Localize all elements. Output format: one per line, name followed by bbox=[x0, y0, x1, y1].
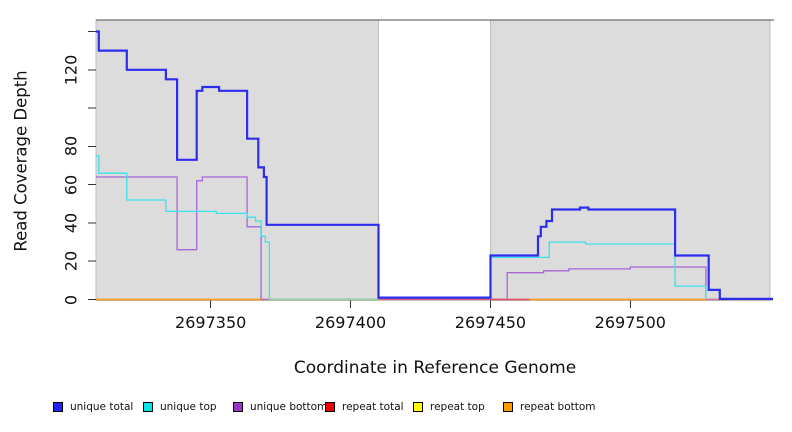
legend-item-repeat-bottom: repeat bottom bbox=[503, 396, 596, 418]
series-unique-total bbox=[96, 30, 773, 300]
legend-swatch-unique-top bbox=[143, 402, 153, 412]
legend-swatch-repeat-bottom bbox=[503, 402, 513, 412]
y-tick-label: 80 bbox=[61, 136, 81, 157]
highlight-region-1 bbox=[95, 19, 380, 301]
legend-item-unique-top: unique top bbox=[143, 396, 217, 418]
legend-label: unique top bbox=[160, 401, 217, 413]
legend-swatch-repeat-top bbox=[413, 402, 423, 412]
legend: unique total unique top unique bottom repea… bbox=[0, 396, 792, 422]
series-unique-top bbox=[96, 155, 773, 301]
legend-swatch-repeat-total bbox=[325, 402, 335, 412]
y-tick-label: 120 bbox=[61, 54, 81, 86]
legend-item-repeat-total: repeat total bbox=[325, 396, 404, 418]
legend-item-unique-total: unique total bbox=[53, 396, 133, 418]
legend-label: repeat top bbox=[430, 401, 485, 413]
x-axis-title: Coordinate in Reference Genome bbox=[293, 358, 577, 378]
legend-item-repeat-top: repeat top bbox=[413, 396, 485, 418]
x-tick-label: 2697400 bbox=[314, 313, 387, 332]
legend-label: repeat total bbox=[342, 401, 404, 413]
y-tick-label: 0 bbox=[61, 294, 81, 305]
x-tick-label: 2697450 bbox=[454, 313, 527, 332]
y-tick-label: 60 bbox=[61, 174, 81, 195]
legend-label: repeat bottom bbox=[520, 401, 596, 413]
y-tick-label: 20 bbox=[61, 251, 81, 272]
x-tick-label: 2697500 bbox=[594, 313, 666, 332]
x-tick-label: 2697350 bbox=[175, 313, 247, 332]
legend-label: unique bottom bbox=[250, 401, 328, 413]
legend-swatch-unique-total bbox=[53, 402, 63, 412]
y-tick-label: 40 bbox=[61, 212, 81, 234]
legend-item-unique-bottom: unique bottom bbox=[233, 396, 327, 418]
legend-swatch-unique-bottom bbox=[233, 402, 243, 412]
legend-label: unique total bbox=[70, 401, 134, 413]
y-axis-title: Read Coverage Depth bbox=[11, 70, 31, 252]
highlight-region-2 bbox=[489, 19, 771, 301]
